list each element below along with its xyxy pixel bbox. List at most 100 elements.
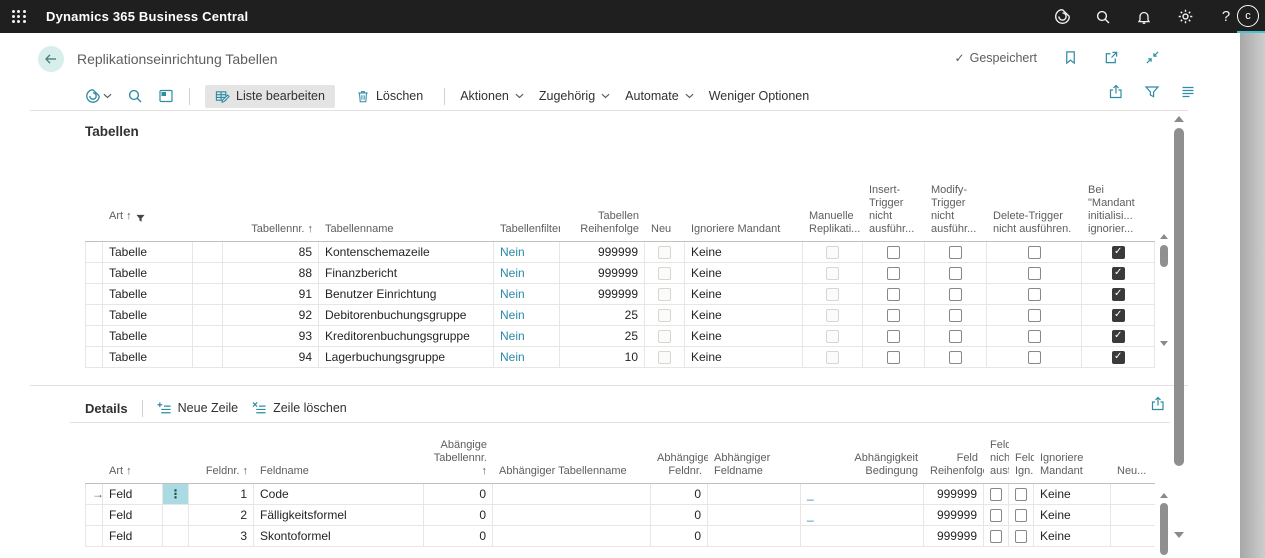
abhaengiger-feldname-cell[interactable] [708, 484, 801, 504]
abhaengige-tabellennr-cell[interactable]: 0 [424, 526, 493, 546]
feld-reihenfolge-cell[interactable]: 999999 [924, 505, 984, 525]
back-button[interactable] [38, 46, 64, 72]
bedingung-link[interactable]: _ [807, 508, 814, 522]
ignoriere-mandant-cell[interactable]: Keine [685, 242, 803, 262]
row-options-cell[interactable] [163, 505, 189, 525]
column-header-ignoriere-mandant[interactable]: Ignoriere Mandant [1034, 452, 1111, 483]
delete-trigger-checkbox[interactable] [1028, 267, 1041, 280]
neu-cell[interactable] [1111, 505, 1155, 525]
avatar[interactable]: c [1237, 5, 1259, 27]
column-header-modify-trigger[interactable]: Modify- Trigger nicht ausführ... [925, 184, 987, 241]
abhaengiger-tabellenname-cell[interactable] [493, 526, 651, 546]
delete-button[interactable]: Löschen [350, 85, 429, 108]
bei-mandant-checkbox[interactable] [1112, 309, 1125, 322]
feldname-cell[interactable]: Fälligkeitsformel [254, 505, 424, 525]
row-selector[interactable] [85, 305, 103, 325]
column-header-abhaengiger-feldname[interactable]: Abhängiger Feldname [708, 452, 801, 483]
feld-ign-checkbox[interactable] [1015, 488, 1027, 501]
bedingung-link[interactable]: _ [807, 487, 814, 501]
tabellenname-cell[interactable]: Debitorenbuchungsgruppe [319, 305, 494, 325]
modify-trigger-checkbox[interactable] [949, 267, 962, 280]
tabellenfilter-link[interactable]: Nein [500, 308, 525, 322]
row-options-cell[interactable]: ⋮ [163, 484, 189, 504]
automate-menu[interactable]: Automate [625, 89, 694, 103]
bei-mandant-checkbox[interactable] [1112, 351, 1125, 364]
search-icon[interactable] [1094, 8, 1112, 26]
details-grid-scrollbar[interactable] [1157, 488, 1171, 558]
copilot-icon[interactable] [85, 88, 112, 104]
abhaengiger-tabellenname-cell[interactable] [493, 484, 651, 504]
modify-trigger-checkbox[interactable] [949, 330, 962, 343]
art-cell[interactable]: Tabelle [103, 242, 193, 262]
notifications-bell-icon[interactable] [1135, 8, 1153, 26]
column-header-delete-trigger[interactable]: Delete-Trigger nicht ausführen. [987, 210, 1082, 241]
ignoriere-mandant-cell[interactable]: Keine [1034, 505, 1111, 525]
abhaengige-feldnr-cell[interactable]: 0 [651, 526, 708, 546]
tabellennr-cell[interactable]: 85 [223, 242, 319, 262]
collapse-icon[interactable] [1145, 50, 1160, 65]
help-icon[interactable]: ? [1217, 8, 1235, 26]
edit-list-button[interactable]: Liste bearbeiten [205, 85, 335, 108]
tabellennr-cell[interactable]: 94 [223, 347, 319, 367]
new-line-button[interactable]: Neue Zeile [157, 401, 238, 416]
column-header-tabellenname[interactable]: Tabellenname [319, 223, 494, 241]
bei-mandant-checkbox[interactable] [1112, 330, 1125, 343]
reihenfolge-cell[interactable]: 25 [560, 326, 645, 346]
reihenfolge-cell[interactable]: 999999 [560, 242, 645, 262]
feldname-cell[interactable]: Skontoformel [254, 526, 424, 546]
reihenfolge-cell[interactable]: 25 [560, 305, 645, 325]
art-cell[interactable]: Tabelle [103, 263, 193, 283]
column-header-abhaengige-tabellennr[interactable]: Abängige Tabellennr. ↑ [424, 439, 493, 483]
column-header-abhaengige-feldnr[interactable]: Abhängige Feldnr. [651, 452, 708, 483]
tabellenname-cell[interactable]: Finanzbericht [319, 263, 494, 283]
column-header-manuelle[interactable]: Manuelle Replikati... [803, 210, 863, 241]
delete-trigger-checkbox[interactable] [1028, 246, 1041, 259]
bei-mandant-checkbox[interactable] [1112, 267, 1125, 280]
column-header-reihenfolge[interactable]: Tabellen Reihenfolge [560, 210, 645, 241]
abhaengige-feldnr-cell[interactable]: 0 [651, 505, 708, 525]
feldnr-cell[interactable]: 3 [189, 526, 254, 546]
column-header-insert-trigger[interactable]: Insert- Trigger nicht ausführ... [863, 184, 925, 241]
tabellennr-cell[interactable]: 93 [223, 326, 319, 346]
delete-trigger-checkbox[interactable] [1028, 309, 1041, 322]
row-selector[interactable] [85, 526, 103, 546]
page-scrollbar[interactable] [1171, 112, 1187, 558]
search-list-icon[interactable] [127, 88, 143, 104]
fewer-options-button[interactable]: Weniger Optionen [709, 89, 810, 103]
column-header-neu[interactable]: Neu [645, 223, 685, 241]
art-cell[interactable]: Feld [103, 484, 163, 504]
share-icon[interactable] [1150, 396, 1166, 412]
row-selector[interactable] [85, 242, 103, 262]
column-header-abhaengiger-tabellenname[interactable]: Abhängiger Tabellenname [493, 465, 651, 483]
scroll-down-icon[interactable] [1160, 341, 1168, 346]
row-selector[interactable] [85, 505, 103, 525]
scroll-up-icon[interactable] [1160, 493, 1168, 498]
analysis-mode-icon[interactable] [158, 88, 174, 104]
delete-trigger-checkbox[interactable] [1028, 288, 1041, 301]
feld-ign-checkbox[interactable] [1015, 530, 1027, 543]
feldnr-cell[interactable]: 2 [189, 505, 254, 525]
feld-reihenfolge-cell[interactable]: 999999 [924, 484, 984, 504]
ignoriere-mandant-cell[interactable]: Keine [1034, 526, 1111, 546]
ignoriere-mandant-cell[interactable]: Keine [1034, 484, 1111, 504]
scrollbar-thumb[interactable] [1160, 503, 1168, 555]
delete-trigger-checkbox[interactable] [1028, 351, 1041, 364]
tabellennr-cell[interactable]: 88 [223, 263, 319, 283]
tabellennr-cell[interactable]: 91 [223, 284, 319, 304]
tabellenfilter-link[interactable]: Nein [500, 350, 525, 364]
insert-trigger-checkbox[interactable] [887, 309, 900, 322]
ignoriere-mandant-cell[interactable]: Keine [685, 326, 803, 346]
tabellennr-cell[interactable]: 92 [223, 305, 319, 325]
settings-gear-icon[interactable] [1176, 8, 1194, 26]
feld-nicht-ausf-checkbox[interactable] [990, 488, 1002, 501]
abhaengige-tabellennr-cell[interactable]: 0 [424, 484, 493, 504]
share-icon[interactable] [1108, 84, 1124, 100]
abhaengige-tabellennr-cell[interactable]: 0 [424, 505, 493, 525]
ignoriere-mandant-cell[interactable]: Keine [685, 263, 803, 283]
column-header-ignoriere-mandant[interactable]: Ignoriere Mandant [685, 223, 803, 241]
app-launcher-icon[interactable] [10, 8, 28, 26]
column-header-feld-reihenfolge[interactable]: Feld Reihenfolge [924, 452, 984, 483]
tabellenname-cell[interactable]: Benutzer Einrichtung [319, 284, 494, 304]
bookmark-icon[interactable] [1063, 50, 1078, 65]
column-header-tabellennr[interactable]: Tabellennr. ↑ [223, 223, 319, 241]
